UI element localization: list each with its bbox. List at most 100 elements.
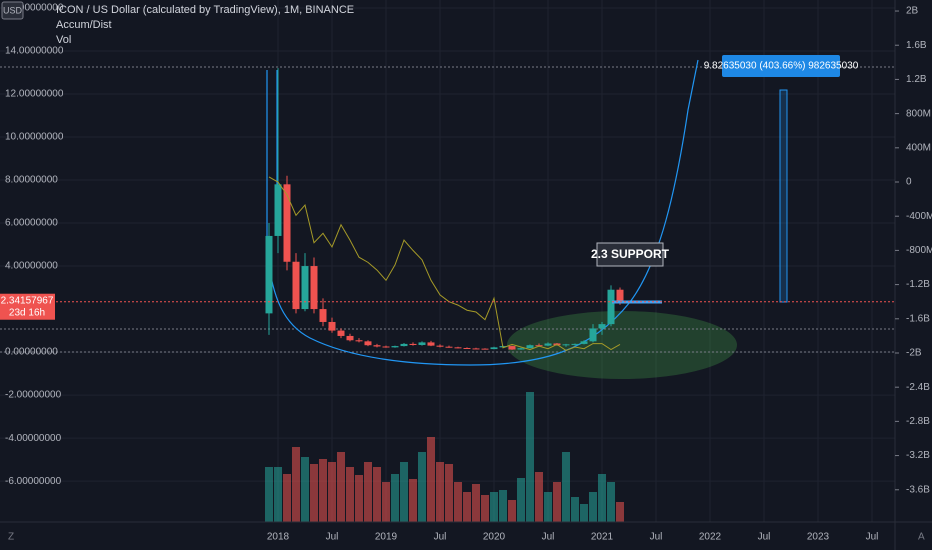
volume-bar [382,482,390,522]
x-tick-label: 2018 [267,532,290,543]
volume-bar [607,482,615,522]
volume-bar [472,484,480,522]
candle-body [454,347,462,349]
measure-range [779,89,788,303]
indicator-name: Accum/Dist [56,19,112,31]
x-tick-label: 2019 [375,532,398,543]
volume-bar [292,447,300,522]
y-tick-label: 6.00000000 [5,218,58,229]
x-tick-label: Jul [434,532,447,543]
x-tick-label: 2022 [699,532,722,543]
candle-body [274,184,282,236]
volume [265,392,624,522]
x-tick-label: Jul [758,532,771,543]
volume-bar [535,472,543,522]
volume-bar [355,475,363,522]
y2-tick-label: -1.6B [906,313,930,324]
candle-body [544,343,552,346]
candle-body [328,321,336,331]
candle-body [508,346,516,350]
candle-body [355,340,363,342]
volume-bar [517,478,525,522]
volume-bar [481,495,489,522]
candle-body [373,345,381,347]
volume-bar [319,459,327,522]
volume-bar [346,467,354,522]
y2-tick-label: -2B [906,348,922,359]
volume-bar [616,502,624,522]
candle-body [607,289,615,325]
y2-tick-label: -2.8B [906,416,930,427]
candle-body [571,343,579,345]
candle-body [481,348,489,350]
candle-body [616,289,624,302]
volume-bar [274,467,282,522]
volume-bar [544,492,552,522]
y2-tick-label: -3.2B [906,450,930,461]
y-tick-label: 10.00000000 [5,132,64,143]
volume-bar [553,482,561,522]
volume-bar [508,500,516,522]
candle-body [463,348,471,349]
volume-bar [562,452,570,522]
highlight-zone [507,311,737,379]
volume-bar [427,437,435,522]
candle-body [445,346,453,348]
candle-body [301,266,309,310]
y-tick-label: 0.00000000 [5,347,58,358]
candle-body [562,344,570,346]
candle-body [427,342,435,346]
x-tick-label: 2020 [483,532,506,543]
volume-bar [418,452,426,522]
price-label-box [0,293,55,320]
x-tick-label: Jul [650,532,663,543]
y-tick-label: 12.00000000 [5,89,64,100]
volume-bar [400,462,408,522]
footer-icon[interactable]: Z [8,532,14,543]
candle-body [400,343,408,347]
candle-body [418,342,426,345]
volume-bar [499,490,507,522]
candle-body [409,343,417,345]
x-tick-label: Jul [326,532,339,543]
volume-bar [571,497,579,522]
y2-tick-label: 0 [906,177,912,188]
candle-body [292,261,300,310]
volume-bar [373,467,381,522]
accum-dist-line [268,176,621,351]
y2-tick-label: 800M [906,108,931,119]
currency-box [1,1,24,20]
y-tick-label: 14.00000000 [5,46,64,57]
measure-label: 9.82635030 (403.66%) 982635030 [704,61,859,72]
volume-bar [445,464,453,522]
symbol-title: ICON / US Dollar (calculated by TradingV… [56,4,354,16]
y2-tick-label: -1.2B [906,279,930,290]
volume-bar [265,467,273,522]
candle-body [436,345,444,347]
y2-tick-label: -800M [906,245,932,256]
volume-bar [526,392,534,522]
grid [0,0,895,522]
volume-bar [598,474,606,522]
candle-body [265,235,273,314]
volume-bar [337,452,345,522]
candle-body [580,341,588,344]
x-tick-label: 2021 [591,532,614,543]
volume-bar [328,462,336,522]
volume-bar [409,479,417,522]
curve-drawing [266,59,699,366]
candle-body [589,328,597,342]
candle-body [472,348,480,350]
volume-bar [391,474,399,522]
support-label-box [596,242,664,267]
volume-bar [364,462,372,522]
volume-bar [463,492,471,522]
y2-tick-label: -400M [906,211,932,222]
volume-bar [301,457,309,522]
footer-icon[interactable]: A [918,532,925,543]
candle-body [319,309,327,322]
candle-body [490,347,498,350]
y2-tick-label: 400M [906,142,931,153]
